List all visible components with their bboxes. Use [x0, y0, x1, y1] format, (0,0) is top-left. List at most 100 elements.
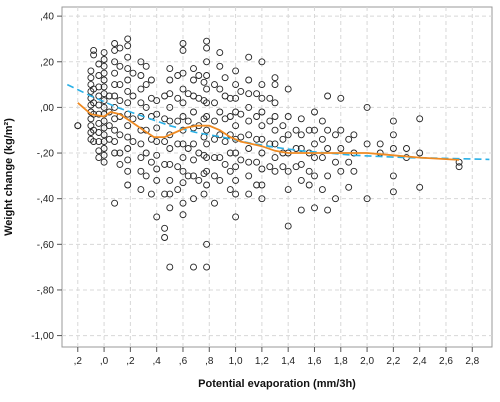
data-point	[203, 126, 211, 134]
data-point	[455, 163, 463, 171]
data-point	[297, 115, 305, 123]
x-tick-label: ,2	[126, 356, 135, 367]
data-point	[203, 263, 211, 271]
data-point	[332, 131, 339, 139]
data-point	[100, 117, 108, 125]
x-tick-label: ,2	[74, 356, 83, 367]
data-point	[174, 94, 182, 102]
data-point	[271, 154, 279, 162]
data-point	[221, 160, 229, 168]
data-point	[211, 99, 218, 107]
data-point	[203, 72, 211, 79]
data-point	[258, 135, 266, 143]
data-point	[129, 69, 137, 77]
data-point	[279, 135, 287, 143]
data-point	[284, 85, 292, 93]
data-point	[203, 85, 211, 93]
data-point	[245, 131, 253, 139]
data-point	[305, 181, 313, 189]
data-point	[137, 154, 145, 162]
data-point	[226, 113, 234, 120]
data-point	[363, 140, 371, 148]
data-point	[195, 72, 203, 79]
data-point	[166, 204, 174, 212]
data-point	[271, 74, 279, 82]
data-point	[184, 145, 192, 152]
data-point	[203, 181, 211, 189]
data-point	[211, 117, 218, 125]
data-point	[203, 113, 211, 120]
y-tick-label: ,40	[40, 12, 54, 23]
data-point	[190, 76, 197, 84]
data-point	[161, 138, 169, 146]
data-point	[232, 94, 240, 102]
data-point	[245, 117, 253, 125]
x-axis-title: Potential evaporation (mm/3h)	[198, 378, 356, 390]
data-point	[153, 138, 161, 146]
data-point	[153, 97, 161, 105]
data-point	[216, 176, 224, 184]
data-point	[124, 133, 132, 141]
data-point	[137, 58, 145, 66]
data-point	[147, 158, 155, 166]
data-point	[245, 158, 253, 166]
data-point	[124, 42, 132, 50]
data-point	[324, 126, 332, 134]
data-point	[184, 117, 192, 125]
data-point	[203, 44, 211, 52]
data-point	[253, 135, 261, 143]
data-point	[266, 94, 274, 102]
data-point	[350, 167, 358, 175]
data-point	[129, 115, 137, 123]
data-point	[258, 122, 266, 130]
data-point	[389, 172, 397, 180]
data-point	[266, 163, 274, 171]
data-point	[190, 172, 197, 180]
data-point	[124, 76, 132, 84]
data-point	[116, 131, 124, 139]
data-point	[124, 156, 132, 164]
data-point	[332, 195, 339, 203]
data-point	[153, 165, 161, 173]
x-tick-label: ,0	[100, 356, 109, 367]
data-point	[166, 145, 174, 152]
data-point	[318, 154, 326, 162]
data-point	[253, 90, 261, 98]
data-point	[116, 149, 124, 157]
data-point	[311, 140, 318, 148]
data-point	[324, 206, 332, 214]
data-point	[195, 176, 203, 184]
data-point	[190, 195, 197, 203]
data-point	[279, 163, 287, 171]
data-point	[166, 176, 174, 184]
data-point	[245, 190, 253, 198]
data-point	[253, 181, 261, 189]
data-point	[190, 108, 197, 116]
data-point	[90, 51, 98, 59]
data-point	[111, 138, 119, 146]
data-point	[137, 140, 145, 148]
data-point	[174, 140, 182, 148]
data-point	[90, 138, 98, 146]
data-point	[253, 113, 261, 120]
data-point	[166, 76, 174, 84]
data-point	[284, 167, 292, 175]
trend-lines	[66, 83, 490, 161]
data-point	[376, 140, 384, 148]
data-point	[87, 67, 95, 75]
data-point	[389, 188, 397, 196]
y-tick-label: -,40	[37, 194, 55, 205]
data-point	[284, 222, 292, 230]
data-point	[161, 224, 169, 232]
data-point	[95, 83, 103, 91]
data-point	[124, 65, 132, 73]
data-point	[271, 126, 279, 134]
data-point	[237, 87, 245, 95]
data-point	[179, 211, 187, 219]
data-point	[324, 145, 332, 152]
data-point	[345, 183, 353, 191]
data-point	[271, 140, 279, 148]
data-point	[147, 190, 155, 198]
data-point	[292, 145, 300, 152]
data-point	[100, 83, 108, 91]
